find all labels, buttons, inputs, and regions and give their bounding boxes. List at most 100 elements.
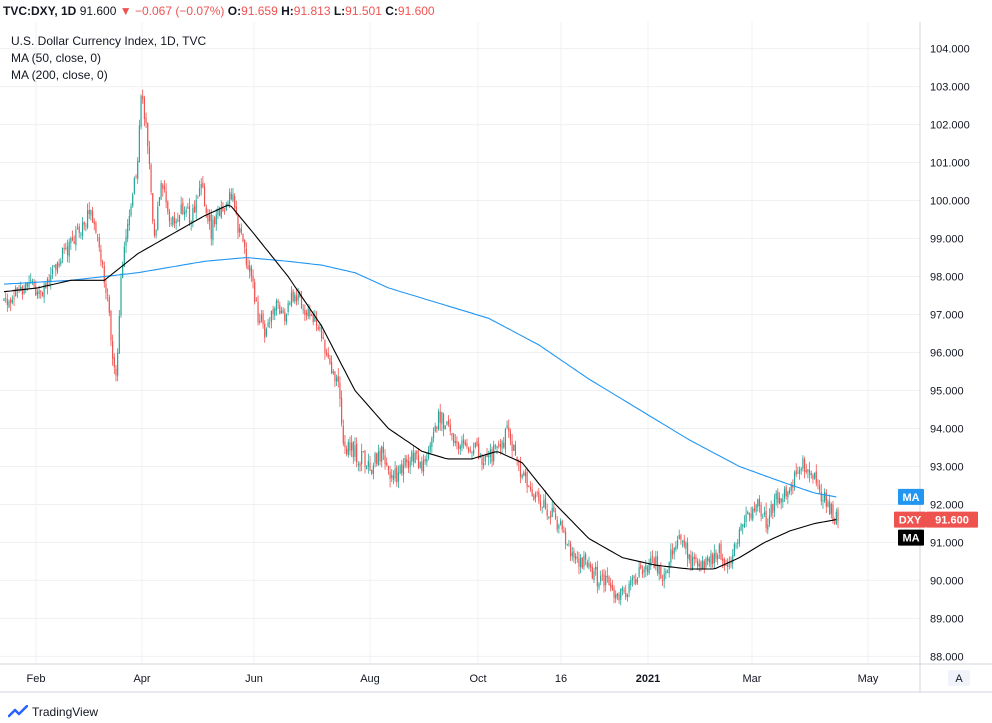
candle bbox=[643, 566, 645, 578]
svg-text:MA: MA bbox=[902, 492, 919, 504]
candle bbox=[257, 295, 259, 326]
candle bbox=[688, 553, 690, 564]
candle bbox=[768, 508, 771, 528]
y-tick-label: 94.000 bbox=[930, 423, 964, 435]
candle bbox=[676, 535, 679, 550]
candle bbox=[810, 470, 812, 479]
candle bbox=[85, 223, 87, 232]
candle bbox=[262, 310, 264, 329]
candle bbox=[125, 229, 127, 254]
candle bbox=[95, 220, 97, 234]
y-tick-label: 104.000 bbox=[930, 44, 970, 56]
price-axis-tag: 91.600 bbox=[926, 511, 978, 528]
candle bbox=[700, 560, 702, 572]
price-chart[interactable]: 88.000 89.000 90.000 91.000 92.000 93.000 94.0… bbox=[0, 22, 992, 702]
candle bbox=[544, 490, 547, 510]
candle bbox=[292, 288, 294, 303]
candle bbox=[406, 455, 408, 468]
candle bbox=[28, 275, 30, 289]
candle bbox=[752, 506, 754, 522]
candle bbox=[429, 441, 431, 455]
candle bbox=[735, 542, 737, 550]
candle bbox=[3, 298, 5, 302]
candle bbox=[626, 593, 629, 602]
candle bbox=[330, 355, 333, 375]
candle bbox=[790, 481, 792, 496]
candle bbox=[315, 311, 318, 332]
candle bbox=[359, 461, 361, 472]
candle bbox=[827, 499, 829, 508]
candle bbox=[162, 182, 164, 197]
candle bbox=[113, 353, 115, 375]
symbol-header: TVC:DXY, 1D 91.600 ▼ −0.067 (−0.07%) O:9… bbox=[0, 0, 992, 22]
candle bbox=[107, 288, 109, 302]
candle bbox=[583, 550, 585, 571]
candle bbox=[50, 267, 52, 290]
candle bbox=[678, 529, 680, 540]
candle bbox=[454, 433, 456, 447]
candle bbox=[224, 207, 226, 215]
candle bbox=[825, 489, 827, 514]
candle bbox=[640, 561, 642, 570]
candle bbox=[71, 230, 74, 242]
candle bbox=[446, 421, 448, 426]
candle bbox=[556, 516, 558, 533]
candle bbox=[805, 463, 807, 475]
symbol-name[interactable]: TVC:DXY, 1D bbox=[3, 4, 77, 18]
candle bbox=[367, 453, 369, 474]
candle bbox=[469, 446, 471, 454]
candle bbox=[767, 518, 769, 535]
candle bbox=[103, 261, 105, 288]
candle bbox=[456, 436, 458, 450]
candle bbox=[402, 458, 405, 483]
candle bbox=[732, 549, 734, 570]
candle bbox=[208, 209, 211, 230]
y-tick-label: 92.000 bbox=[930, 499, 964, 511]
candle bbox=[590, 561, 592, 572]
y-tick-label: 100.000 bbox=[930, 196, 970, 208]
candle bbox=[269, 316, 271, 329]
candle bbox=[135, 174, 137, 180]
candle bbox=[541, 506, 543, 514]
candle bbox=[748, 512, 751, 522]
candle bbox=[615, 590, 617, 603]
candle bbox=[349, 436, 351, 456]
candle bbox=[514, 440, 517, 456]
candle bbox=[90, 209, 92, 221]
candle bbox=[683, 534, 685, 549]
candle bbox=[202, 175, 204, 189]
candle bbox=[757, 498, 759, 512]
candle bbox=[128, 209, 130, 231]
candle bbox=[636, 576, 639, 585]
candle bbox=[581, 557, 583, 570]
candle bbox=[155, 229, 157, 239]
candle bbox=[569, 540, 572, 562]
candle bbox=[377, 444, 379, 466]
candle bbox=[646, 565, 649, 576]
candle bbox=[337, 367, 339, 388]
auto-scale-button[interactable]: A bbox=[948, 670, 970, 686]
legend-ma200[interactable]: MA (200, close, 0) bbox=[11, 68, 108, 82]
candle bbox=[133, 176, 135, 195]
candle bbox=[183, 206, 186, 221]
candle bbox=[404, 454, 406, 469]
candle bbox=[259, 313, 261, 325]
candle bbox=[148, 140, 151, 170]
candle bbox=[451, 432, 453, 441]
candle bbox=[586, 559, 588, 569]
candle bbox=[289, 301, 291, 306]
candle bbox=[152, 192, 154, 225]
candle bbox=[464, 439, 466, 447]
chart-title[interactable]: U.S. Dollar Currency Index, 1D, TVC bbox=[11, 34, 207, 48]
candle bbox=[506, 420, 508, 430]
candle bbox=[439, 403, 441, 431]
candle bbox=[332, 368, 334, 376]
candle bbox=[618, 592, 620, 604]
candle bbox=[120, 273, 122, 318]
candle bbox=[424, 455, 426, 465]
candle bbox=[354, 437, 356, 462]
candle bbox=[755, 503, 757, 516]
candle bbox=[712, 552, 714, 568]
candle bbox=[630, 575, 632, 591]
legend-ma50[interactable]: MA (50, close, 0) bbox=[11, 51, 102, 65]
